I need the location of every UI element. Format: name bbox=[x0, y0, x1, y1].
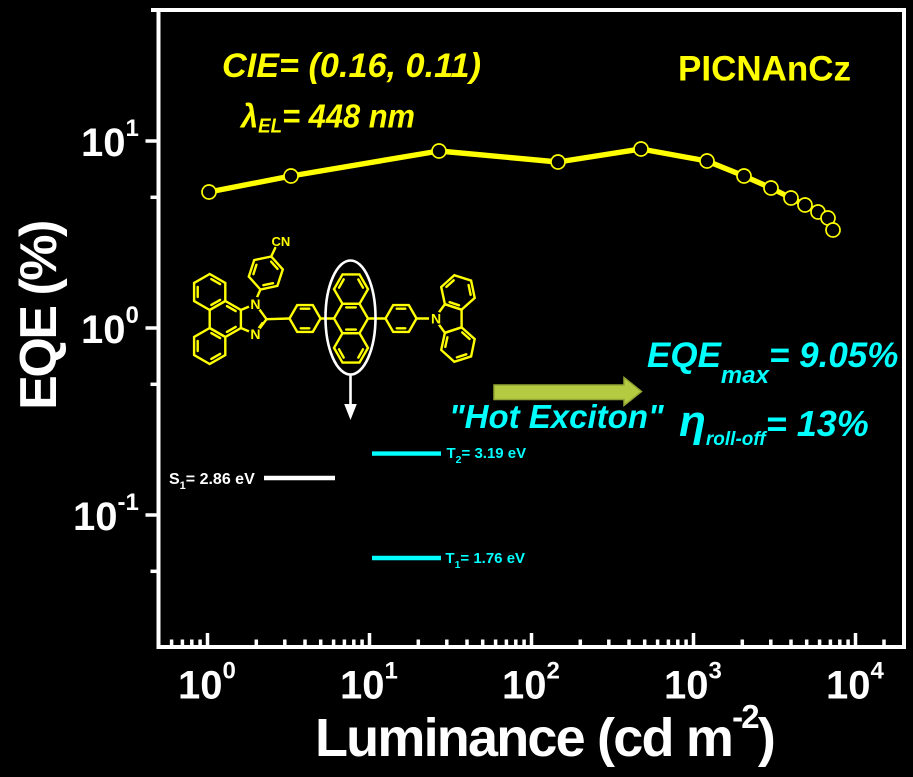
svg-text:EQE (%): EQE (%) bbox=[10, 222, 68, 410]
svg-text:T1= 1.76 eV: T1= 1.76 eV bbox=[445, 550, 525, 571]
svg-text:S1= 2.86 eV: S1= 2.86 eV bbox=[169, 471, 255, 492]
svg-text:N: N bbox=[250, 296, 260, 312]
svg-text:103: 103 bbox=[664, 658, 722, 708]
svg-text:Luminance (cd m-2): Luminance (cd m-2) bbox=[315, 698, 774, 768]
svg-text:PICNAnCz: PICNAnCz bbox=[678, 50, 851, 89]
svg-text:N: N bbox=[250, 326, 260, 342]
svg-text:N: N bbox=[431, 311, 441, 327]
svg-text:T2= 3.19 eV: T2= 3.19 eV bbox=[447, 445, 527, 466]
svg-text:CIE= (0.16, 0.11): CIE= (0.16, 0.11) bbox=[222, 47, 481, 85]
svg-text:"Hot Exciton": "Hot Exciton" bbox=[449, 398, 664, 435]
svg-text:CN: CN bbox=[272, 234, 291, 249]
